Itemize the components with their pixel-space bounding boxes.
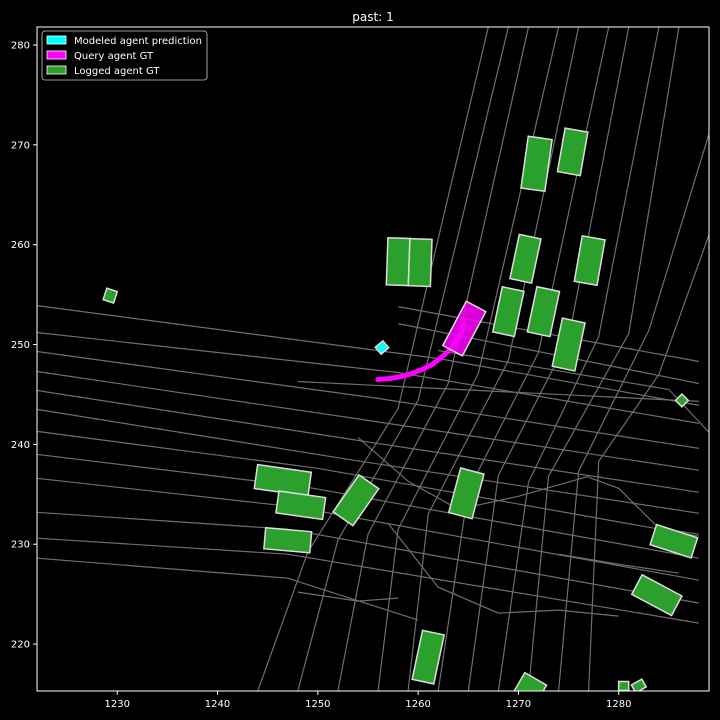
y-tick-label: 230 [11,540,30,551]
chart-title: past: 1 [352,10,393,24]
logged-agent-box [513,671,548,691]
road-line [527,27,680,691]
logged-agent-box [551,317,586,372]
query-trajectory-point [375,376,381,383]
logged-agent-box [407,237,433,288]
plot-frame [36,26,710,692]
plot-background [37,27,709,691]
query-agent-layer [375,300,487,383]
query-trajectory-point [387,375,393,382]
road-line [37,370,700,471]
road-line [37,408,700,514]
road-line [558,133,709,691]
y-tick-label: 280 [11,40,30,51]
x-tick-label: 1260 [405,699,430,710]
road-line [438,349,709,433]
x-tick-label: 1230 [105,699,130,710]
y-tick-label: 220 [11,640,30,651]
logged-agent-box [573,234,606,287]
logged-agent-box [630,678,648,691]
road-line [37,537,700,624]
road-line [37,389,700,493]
logged-agent-box [526,285,561,338]
logged-agent-box [674,392,690,408]
road-line [397,323,700,385]
logged-agent-box [520,135,553,193]
logged-agent-box [649,523,699,559]
road-line [437,27,610,691]
legend-label-query: Query agent GT [74,51,154,62]
x-tick-label: 1280 [606,699,631,710]
road-line [558,553,679,574]
legend-box [41,30,208,81]
logged-agent-box [332,473,380,527]
road-line [407,27,580,691]
query-trajectory-point [409,370,415,377]
y-tick-label: 260 [11,240,30,251]
query-trajectory-point [429,361,435,368]
road-line [377,27,560,691]
logged-agent-box [263,526,313,554]
legend-label-logged: Logged agent GT [74,66,160,77]
logged-agent-box [102,287,119,304]
legend: Modeled agent prediction Query agent GT … [41,30,208,81]
y-tick-label: 240 [11,440,30,451]
x-tick-label: 1270 [506,699,531,710]
logged-agent-box [447,467,485,520]
logged-agents [102,127,699,691]
logged-agent-box [491,285,525,338]
query-trajectory-point [438,354,444,361]
logged-agent-box [630,573,683,617]
road-line [37,557,419,621]
modeled-agent-box [374,339,390,356]
x-tick-label: 1240 [205,699,230,710]
plot-area [36,26,710,692]
legend-label-modeled: Modeled agent prediction [74,36,202,47]
query-trajectory-point [419,366,425,373]
road-line [467,27,630,691]
road-line [497,27,660,691]
road-line [297,380,700,402]
logged-agent-box [275,490,327,521]
road-line [37,430,700,537]
logged-agent-box [385,236,411,287]
y-tick-label: 270 [11,140,30,151]
query-agent-box [441,300,487,357]
road-line [37,331,700,424]
y-tick-label: 250 [11,340,30,351]
logged-agent-box [411,629,446,685]
road-line [588,234,709,691]
road-line [337,27,530,691]
road-line [257,27,489,691]
logged-agent-box [556,127,589,177]
legend-swatch-query [46,50,67,60]
road-line [297,27,509,691]
x-tick-label: 1250 [305,699,330,710]
logged-agent-box [617,680,630,691]
logged-agent-box [509,233,542,284]
legend-swatch-logged [46,65,67,75]
x-axis: 1230 1240 1250 1260 1270 1280 [105,691,631,710]
road-line [387,522,619,617]
y-axis: 220 230 240 250 260 270 280 [11,40,37,651]
legend-swatch-modeled [46,35,67,45]
modeled-agent-layer [374,339,390,356]
query-trajectory-point [398,373,404,380]
road-line [297,591,399,602]
road-line [37,350,700,449]
